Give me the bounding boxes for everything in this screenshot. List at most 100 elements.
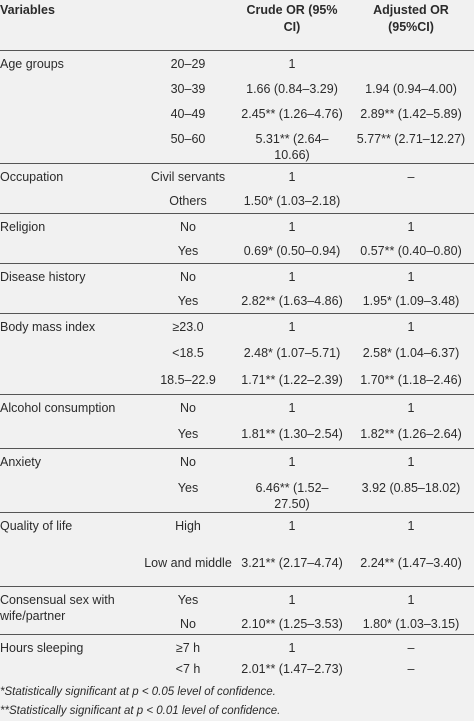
variable-cell: Age groups <box>0 50 140 163</box>
crude-cell: 1 <box>236 393 348 421</box>
adjusted-cell: 1 <box>348 447 474 475</box>
row: Yes 2.82** (1.63–4.86) 1.95* (1.09–3.48) <box>0 288 474 313</box>
crude-cell: 2.10** (1.25–3.53) <box>241 616 343 631</box>
category-cell: Yes <box>177 294 199 308</box>
category-cell: Yes <box>140 586 236 611</box>
category-cell: <18.5 <box>172 346 204 360</box>
category-cell: Civil servants <box>140 162 236 188</box>
adjusted-cell: 1 <box>348 262 474 288</box>
group: Religion No 1 1 Yes 0.69* (0.50–0.94) 0.57** (… <box>0 212 474 263</box>
row: Body mass index ≥23.0 1 1 <box>0 312 474 394</box>
header-cell <box>140 0 236 51</box>
header-cell: Variables <box>0 3 55 17</box>
row: 50–60 5.31** (2.64–10.66) 5.77** (2.71–12.… <box>0 126 474 164</box>
row: Low and middle 3.21** (2.17–4.74) 2.24** (… <box>0 550 474 587</box>
category-cell: 50–60 <box>170 131 206 146</box>
row: Consensual sex with wife/partner Yes 1 1 <box>0 586 474 635</box>
adjusted-cell: 1 <box>348 512 474 550</box>
variable-cell: Disease history <box>0 262 140 313</box>
row: <18.5 2.48* (1.07–5.71) 2.58* (1.04–6.37) <box>0 340 474 367</box>
footnote: *Statistically significant at p < 0.05 l… <box>0 686 276 698</box>
crude-cell: 2.45** (1.26–4.76) <box>241 106 343 121</box>
adjusted-cell: 1 <box>348 393 474 421</box>
crude-cell: 1.81** (1.30–2.54) <box>241 427 343 441</box>
row: Alcohol consumption No 1 1 <box>0 393 474 448</box>
header-cell: Crude OR (95% CI) <box>246 3 338 34</box>
crude-cell: 1 <box>236 447 348 475</box>
group: Anxiety No 1 1 Yes 6.46** (1.52–27.50) 3.92 (0… <box>0 447 474 513</box>
group: Quality of life High 1 1 Low and middle 3.21*… <box>0 512 474 587</box>
category-cell: 20–29 <box>140 50 236 76</box>
crude-cell: 1 <box>236 212 348 238</box>
group: Hours sleeping ≥7 h 1– <7 h 2.01** (1.47–2.7… <box>0 634 474 677</box>
crude-cell: 2.48* (1.07–5.71) <box>243 346 341 360</box>
row: Age groups 20–29 1 <box>0 50 474 163</box>
category-cell: Others <box>169 194 207 208</box>
category-cell: No <box>140 212 236 238</box>
row: 18.5–22.9 1.71** (1.22–2.39) 1.70** (1.18–… <box>0 367 474 394</box>
row: Occupation Civil servants 1– <box>0 162 474 213</box>
adjusted-cell: 1.82** (1.26–2.64) <box>360 427 462 441</box>
adjusted-cell: 0.57** (0.40–0.80) <box>360 244 462 258</box>
adjusted-cell: 2.24** (1.47–3.40) <box>360 555 462 570</box>
adjusted-cell: 2.58* (1.04–6.37) <box>362 346 460 360</box>
header-row: Variables Crude OR (95% CI) Adjusted OR … <box>0 0 474 51</box>
row: 30–39 1.66 (0.84–3.29) 1.94 (0.94–4.00) <box>0 76 474 101</box>
crude-cell: 2.82** (1.63–4.86) <box>241 294 343 308</box>
crude-cell: 1.71** (1.22–2.39) <box>241 373 343 387</box>
footnote: **Statistically significant at p < 0.01 … <box>0 705 281 717</box>
crude-cell: 1 <box>236 162 348 188</box>
variable-cell: Alcohol consumption <box>0 393 140 448</box>
adjusted-cell: 1 <box>348 312 474 340</box>
adjusted-cell: 1.95* (1.09–3.48) <box>362 294 460 308</box>
row: 40–49 2.45** (1.26–4.76) 2.89** (1.42–5.89… <box>0 101 474 126</box>
crude-cell: 3.21** (2.17–4.74) <box>241 555 343 570</box>
adjusted-cell: – <box>348 634 474 656</box>
crude-cell: 2.01** (1.47–2.73) <box>241 662 343 676</box>
category-cell: No <box>140 262 236 288</box>
adjusted-cell: 2.89** (1.42–5.89) <box>360 106 462 121</box>
category-cell: High <box>140 512 236 550</box>
row: Anxiety No 1 1 <box>0 447 474 513</box>
category-cell: No <box>140 447 236 475</box>
category-cell: ≥7 h <box>140 634 236 656</box>
crude-cell: 1 <box>236 634 348 656</box>
adjusted-cell: 5.77** (2.71–12.27) <box>356 131 466 146</box>
row: Others 1.50* (1.03–2.18) <box>0 188 474 213</box>
adjusted-cell: – <box>407 662 415 676</box>
adjusted-cell: 1 <box>348 212 474 238</box>
row: Quality of life High 1 1 <box>0 512 474 587</box>
crude-cell: 1 <box>236 512 348 550</box>
category-cell: No <box>140 393 236 421</box>
crude-cell: 1 <box>236 50 348 76</box>
adjusted-cell: 1.94 (0.94–4.00) <box>365 81 457 96</box>
category-cell: Yes <box>177 244 199 258</box>
adjusted-cell: 1 <box>348 586 474 611</box>
variable-cell: Anxiety <box>0 447 140 513</box>
variable-cell: Occupation <box>0 162 140 213</box>
row: Yes 6.46** (1.52–27.50) 3.92 (0.85–18.02) <box>0 475 474 513</box>
crude-cell: 6.46** (1.52–27.50) <box>255 481 329 511</box>
group: Consensual sex with wife/partner Yes 1 1 No 2… <box>0 586 474 635</box>
category-cell: Yes <box>177 427 199 441</box>
row: Religion No 1 1 <box>0 212 474 263</box>
crude-cell: 5.31** (2.64–10.66) <box>255 131 329 162</box>
variable-cell: Consensual sex with wife/partner <box>0 586 140 635</box>
category-cell: Yes <box>177 481 199 495</box>
group: Occupation Civil servants 1– Others 1.50* (1… <box>0 162 474 213</box>
category-cell: Low and middle <box>144 555 232 570</box>
adjusted-cell: 1.80* (1.03–3.15) <box>362 616 460 631</box>
adjusted-cell: – <box>348 162 474 188</box>
adjusted-cell <box>348 188 474 213</box>
variable-cell: Quality of life <box>0 512 140 587</box>
category-cell: 18.5–22.9 <box>160 373 216 387</box>
crude-cell: 1.50* (1.03–2.18) <box>243 194 341 208</box>
crude-cell: 0.69* (0.50–0.94) <box>243 244 341 258</box>
variable-cell: Religion <box>0 212 140 263</box>
category-cell: ≥23.0 <box>140 312 236 340</box>
variable-cell: Hours sleeping <box>0 634 140 677</box>
crude-cell: 1 <box>236 262 348 288</box>
row: Yes 0.69* (0.50–0.94) 0.57** (0.40–0.80) <box>0 238 474 263</box>
adjusted-cell <box>348 50 474 76</box>
header-cell: Adjusted OR (95%CI) <box>373 3 449 34</box>
